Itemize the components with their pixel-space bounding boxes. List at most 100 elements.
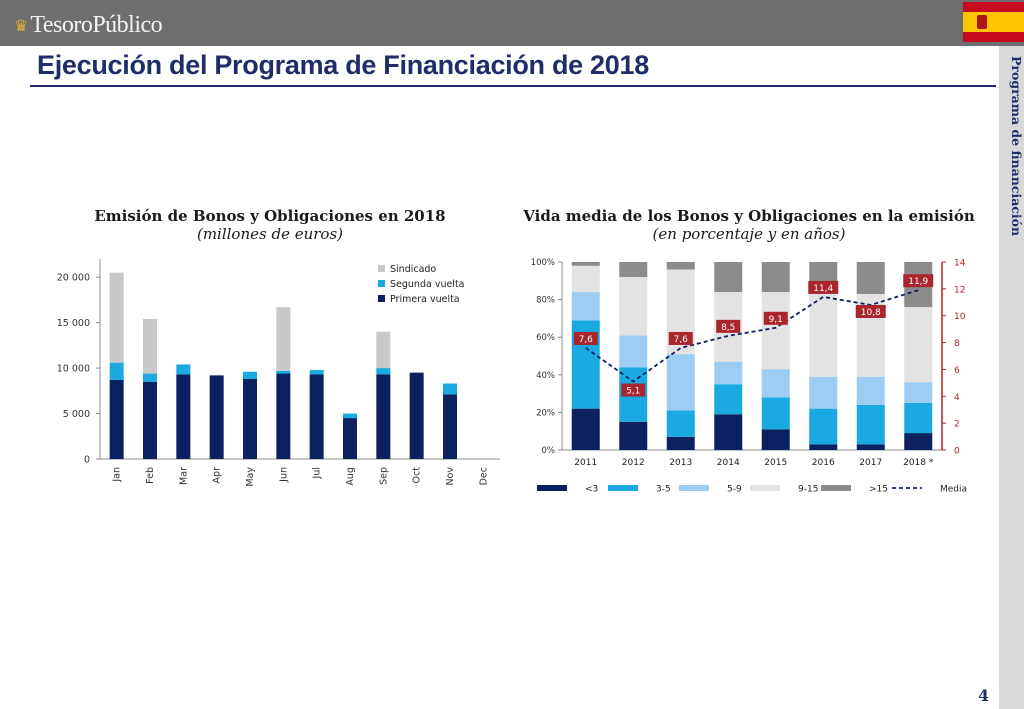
x-tick-label: Feb [145,467,156,484]
x-tick-label: 2014 [717,458,740,468]
x-tick-label: Apr [212,467,223,484]
chart1-subtitle: (millones de euros) [196,225,344,243]
y-tick-label: 5 000 [63,409,90,420]
legend-label: Primera vuelta [390,294,460,305]
bar-segment-9-15 [571,265,600,293]
media-label-box [903,274,934,288]
chart2-heading: Vida media de los Bonos y Obligaciones e… [515,207,983,243]
legend-swatch [537,485,567,491]
bar-segment-primera-vuelta [176,374,191,459]
bar-segment-segunda-vuelta [176,364,191,375]
x-tick-label: 2012 [622,458,645,468]
bar-segment-5-9 [714,361,743,385]
legend-swatch [378,265,385,272]
bar-segment-primera-vuelta [243,379,257,459]
bond-issuance-chart: 0 5 000 10 000 15 000 20 000 Jan Feb Mar Apr May J… [57,259,500,487]
legend-label: Media [940,485,967,495]
bar-segment-gt15 [856,262,885,294]
x-tick-label: 2016 [812,458,835,468]
bar-segment-5-9 [571,292,600,321]
bar-segment-primera-vuelta [309,374,324,459]
bar-segment-lt3 [571,408,600,450]
title-divider [30,85,996,87]
right-tick-label: 2 [954,420,960,430]
left-tick-label: 0% [542,446,556,456]
bar-segment-segunda-vuelta [276,370,291,374]
crown-icon: ♛ [14,15,29,35]
right-tick-label: 10 [954,312,966,322]
bar-segment-3-5 [856,404,885,445]
x-tick-label: Aug [345,467,356,486]
top-bar [0,0,1024,46]
y-tick-label: 10 000 [57,364,90,375]
bar-segment-primera-vuelta [443,394,457,459]
legend-label: 5-9 [727,485,742,495]
bar-segment-lt3 [714,414,743,450]
right-tick-label: 8 [954,339,960,349]
x-tick-label: Mar [178,467,189,485]
tesoro-publico-logo: ♛ TesoroPúblico [14,8,163,42]
right-tick-label: 14 [954,259,966,269]
legend-swatch [679,485,709,491]
bar-segment-segunda-vuelta [243,371,257,379]
left-tick-label: 80% [536,296,555,306]
bar-segment-segunda-vuelta [376,368,391,375]
x-tick-label: Oct [412,467,423,484]
bar-segment-lt3 [904,433,933,450]
x-tick-label: Jun [278,467,289,483]
right-tick-label: 4 [954,393,960,403]
y-tick-label: 15 000 [57,318,90,329]
bar-segment-primera-vuelta [109,379,124,459]
logo-text: TesoroPúblico [30,11,163,38]
bar-segment-segunda-vuelta [443,383,457,395]
media-label-box [621,383,646,397]
bar-segment-primera-vuelta [343,418,357,459]
bar-segment-lt3 [619,421,648,450]
x-tick-label: 2013 [669,458,692,468]
left-tick-label: 20% [536,408,555,418]
left-tick-label: 40% [536,371,555,381]
media-label-box [855,304,886,318]
legend-label: 3-5 [656,485,671,495]
x-tick-label: 2015 [764,458,787,468]
media-label-box [716,319,741,333]
bar-segment-3-5 [714,384,743,415]
left-tick-label: 100% [531,258,555,268]
x-tick-label: Jan [112,467,123,483]
bar-segment-primera-vuelta [209,375,224,459]
bar-segment-5-9 [856,376,885,405]
media-label: 8,5 [721,323,735,333]
bar-segment-9-15 [904,307,933,383]
media-label: 7,6 [579,335,594,345]
bar-segment-5-9 [761,369,790,398]
bar-segment-5-9 [619,335,648,368]
bar-segment-primera-vuelta [376,374,391,459]
bar-segment-3-5 [809,408,838,445]
bar-segment-segunda-vuelta [109,362,124,380]
x-tick-label: 2017 [859,458,882,468]
bar-segment-segunda-vuelta [343,413,357,419]
chart1-title: Emisión de Bonos y Obligaciones en 2018 [94,207,446,225]
bar-segment-gt15 [761,262,790,293]
legend-label: <3 [585,485,598,495]
media-label-box [573,331,598,345]
legend-label: >15 [869,485,888,495]
bar-segment-3-5 [904,403,933,434]
legend-swatch [378,295,385,302]
x-tick-label: Sep [378,467,389,485]
bar-segment-primera-vuelta [276,373,291,459]
legend-swatch [608,485,638,491]
spain-flag-icon [963,2,1024,42]
bar-segment-gt15 [714,262,743,293]
bar-segment-lt3 [761,429,790,450]
page-title: Ejecución del Programa de Financiación d… [37,50,649,80]
x-tick-label: Dec [478,467,489,485]
bar-segment-5-9 [809,376,838,409]
chart2-title: Vida media de los Bonos y Obligaciones e… [523,207,975,225]
legend-swatch [821,485,851,491]
media-label: 5,1 [626,387,640,397]
bar-segment-5-9 [666,354,695,411]
x-tick-label: May [245,467,256,487]
chart2-subtitle: (en porcentaje y en años) [652,225,846,243]
bar-segment-primera-vuelta [143,381,157,459]
